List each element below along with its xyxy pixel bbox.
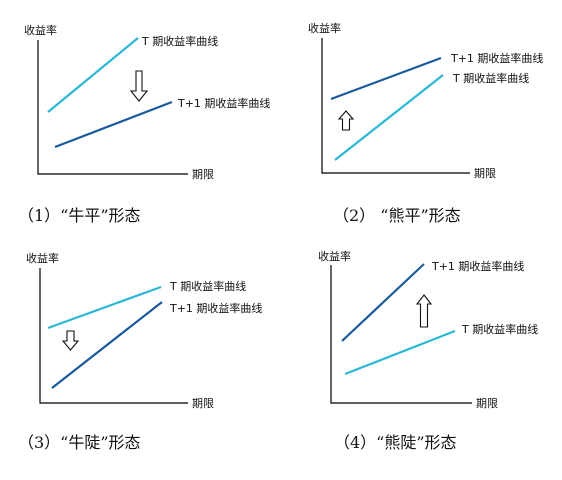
panel-4-caption: （4）“熊陡”形态 — [334, 433, 457, 452]
panel-2-t1-curve-label: T+1 期收益率曲线 — [450, 51, 543, 65]
panel-1-axes — [37, 40, 188, 175]
panel-bear-flattening: 收益率 期限 T+1 期收益率曲线 T 期收益率曲线 （2） “熊平”形态 — [308, 21, 543, 225]
panel-2-caption: （2） “熊平”形态 — [333, 206, 461, 225]
panel-1-y-axis-title: 收益率 — [24, 23, 57, 37]
panel-4-t1-curve-label: T+1 期收益率曲线 — [431, 259, 524, 273]
panel-3-axes — [39, 268, 188, 404]
panel-4-up-arrow-icon — [415, 294, 433, 328]
panel-2-axes — [321, 38, 470, 174]
panel-1-x-axis-title: 期限 — [192, 168, 214, 181]
panel-4-t1-curve — [341, 263, 425, 342]
panel-2-t1-curve — [330, 56, 442, 101]
panel-3-t1-curve — [51, 301, 163, 389]
panel-3-caption: （3）“牛陡”形态 — [18, 433, 141, 452]
panel-bull-steepening: 收益率 期限 T 期收益率曲线 T+1 期收益率曲线 （3）“牛陡”形态 — [18, 251, 262, 452]
panel-4-axes — [330, 265, 472, 404]
panel-4-x-axis-title: 期限 — [476, 397, 498, 410]
panel-4-t-curve-label: T 期收益率曲线 — [461, 322, 538, 336]
panel-4-y-axis-title: 收益率 — [318, 249, 351, 263]
panel-4-t-curve — [344, 329, 456, 376]
panel-3-y-axis-title: 收益率 — [26, 251, 59, 265]
panel-3-t-curve — [47, 285, 162, 330]
panel-3-t-curve-label: T 期收益率曲线 — [169, 279, 246, 293]
panel-1-t1-curve-label: T+1 期收益率曲线 — [177, 96, 270, 110]
panel-3-t1-curve-label: T+1 期收益率曲线 — [169, 301, 262, 315]
panel-2-y-axis-title: 收益率 — [308, 21, 341, 35]
panel-bear-steepening: 收益率 期限 T+1 期收益率曲线 T 期收益率曲线 （4）“熊陡”形态 — [318, 249, 538, 452]
panel-3-down-arrow-icon — [61, 330, 80, 351]
panel-2-x-axis-title: 期限 — [474, 167, 496, 180]
panel-1-t-curve-label: T 期收益率曲线 — [141, 34, 218, 48]
panel-2-t-curve — [334, 74, 444, 161]
panel-2-up-arrow-icon — [337, 110, 355, 131]
panel-1-t1-curve — [54, 100, 173, 149]
panel-2-t-curve-label: T 期收益率曲线 — [452, 71, 529, 85]
panel-bull-flattening: 收益率 期限 T 期收益率曲线 T+1 期收益率曲线 （1）“牛平”形态 — [18, 23, 270, 225]
panel-3-x-axis-title: 期限 — [192, 397, 214, 410]
panel-1-down-arrow-icon — [129, 70, 149, 102]
panel-1-caption: （1）“牛平”形态 — [18, 206, 141, 225]
panel-1-t-curve — [47, 37, 139, 113]
